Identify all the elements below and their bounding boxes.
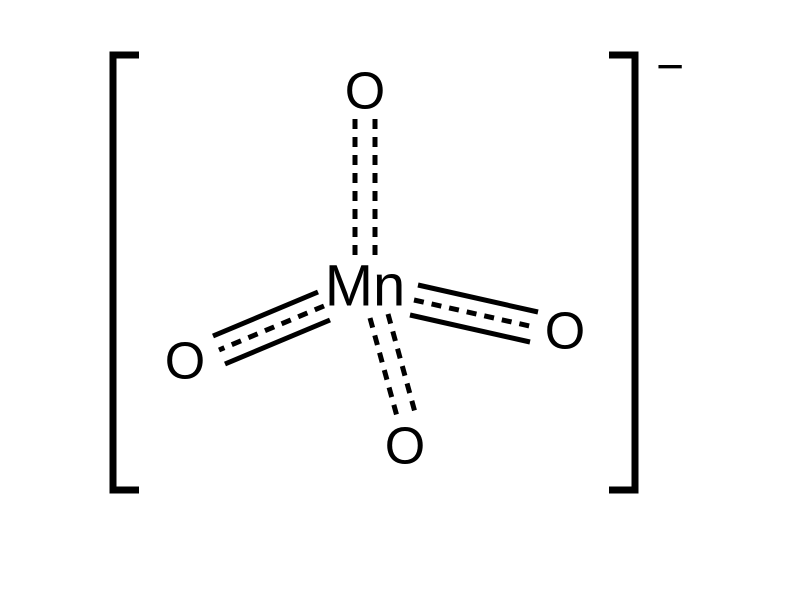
structure-canvas: Mn O O O O − <box>0 0 800 600</box>
atom-O_right: O <box>545 303 585 361</box>
atom-center: Mn <box>325 253 406 318</box>
charge-label: − <box>656 41 684 94</box>
atom-O_bottom: O <box>385 418 425 476</box>
atom-O_left: O <box>165 333 205 391</box>
atom-O_top: O <box>345 63 385 121</box>
